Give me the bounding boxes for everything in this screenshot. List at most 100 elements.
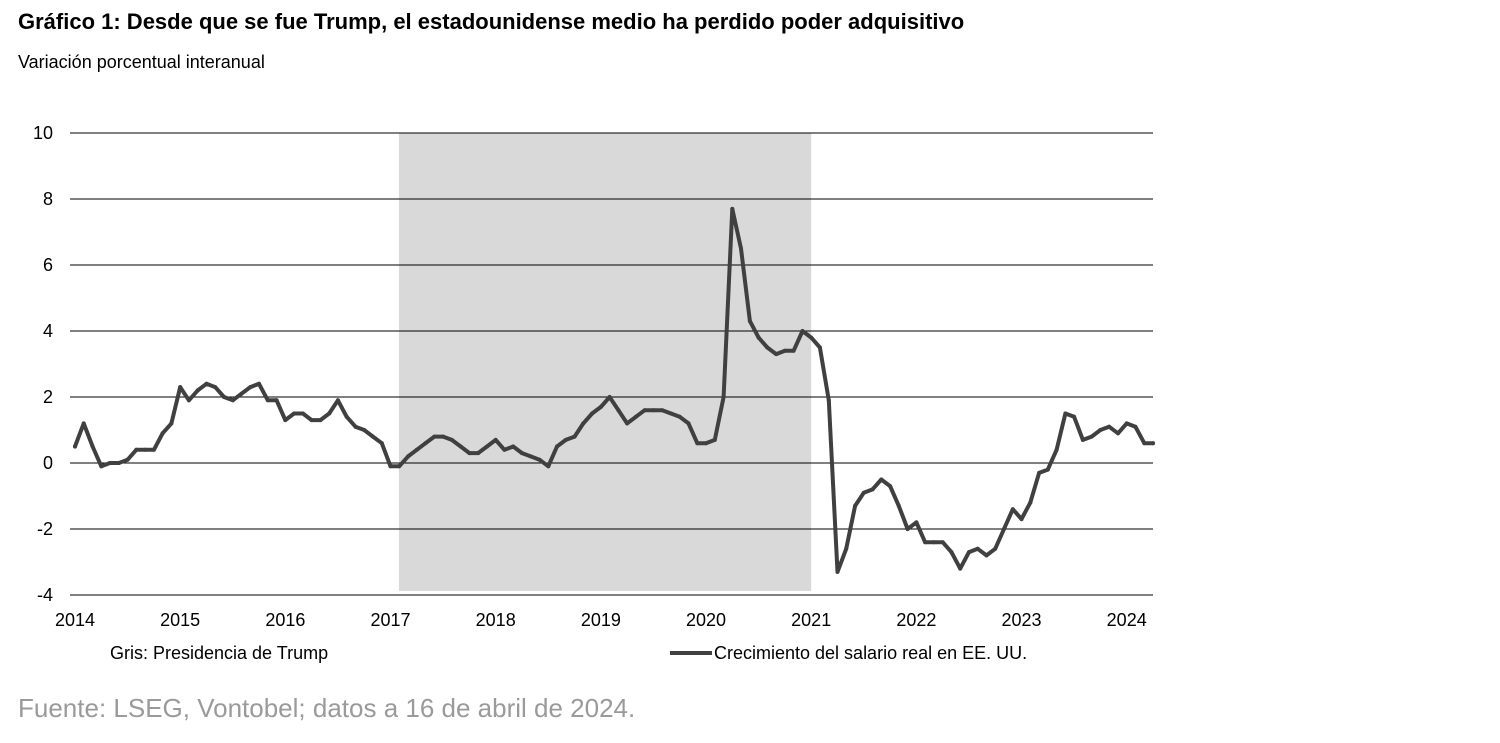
x-tick-label: 2023 xyxy=(1002,610,1042,630)
data-point xyxy=(344,414,349,419)
data-point xyxy=(888,484,893,489)
data-point xyxy=(809,335,814,340)
data-point xyxy=(388,464,393,469)
data-point xyxy=(318,418,323,423)
y-tick-label: 10 xyxy=(33,123,53,143)
data-point xyxy=(449,437,454,442)
data-point xyxy=(905,527,910,531)
data-point xyxy=(265,398,270,403)
data-point xyxy=(721,395,726,399)
data-point xyxy=(239,391,244,396)
data-point xyxy=(151,447,156,452)
y-tick-label: 8 xyxy=(43,189,53,209)
data-point xyxy=(791,348,796,353)
x-tick-label: 2020 xyxy=(686,610,726,630)
data-point xyxy=(1142,441,1147,446)
data-point xyxy=(169,421,174,426)
data-point xyxy=(1002,527,1006,531)
data-point xyxy=(958,566,963,571)
data-point xyxy=(1028,500,1033,505)
data-point xyxy=(1063,411,1068,416)
data-point xyxy=(213,385,218,390)
data-point xyxy=(81,421,86,426)
data-point xyxy=(765,345,770,350)
data-point xyxy=(669,411,673,416)
data-point xyxy=(923,540,928,545)
data-point xyxy=(914,520,919,525)
y-tick-label: -4 xyxy=(37,585,53,605)
data-point xyxy=(625,421,630,426)
data-point xyxy=(853,503,858,508)
data-point xyxy=(397,464,402,469)
data-point xyxy=(1054,447,1059,452)
data-point xyxy=(335,398,340,403)
data-point xyxy=(248,385,253,390)
data-point xyxy=(423,441,428,446)
data-point xyxy=(90,444,95,449)
data-point xyxy=(1116,431,1120,436)
data-point xyxy=(485,444,489,449)
data-point xyxy=(1072,414,1077,419)
data-point xyxy=(283,418,288,423)
data-point xyxy=(695,441,700,446)
y-tick-label: 4 xyxy=(43,321,53,341)
data-point xyxy=(774,352,779,357)
data-point xyxy=(1098,428,1103,432)
legend-shade-note: Gris: Presidencia de Trump xyxy=(110,643,328,663)
data-point xyxy=(195,388,200,393)
data-point xyxy=(309,418,314,423)
data-point xyxy=(274,398,279,403)
data-point xyxy=(186,398,191,403)
data-point xyxy=(1080,437,1085,442)
data-point xyxy=(257,381,261,386)
data-point xyxy=(1045,467,1050,472)
data-point xyxy=(800,329,805,333)
x-tick-label: 2019 xyxy=(581,610,621,630)
y-tick-label: 6 xyxy=(43,255,53,275)
data-point xyxy=(633,414,638,419)
data-point xyxy=(861,490,866,495)
data-point xyxy=(870,487,875,492)
data-point xyxy=(651,408,656,413)
chart-subtitle: Variación porcentual interanual xyxy=(18,52,265,72)
data-point xyxy=(432,434,437,439)
data-point xyxy=(835,569,840,574)
data-point xyxy=(993,546,998,551)
data-point xyxy=(756,335,761,340)
data-point xyxy=(458,444,463,449)
data-point xyxy=(739,246,743,251)
series-points xyxy=(73,206,1155,574)
data-point xyxy=(1019,517,1024,522)
data-point xyxy=(1133,424,1138,429)
data-point xyxy=(782,348,787,353)
data-point xyxy=(362,428,367,432)
data-point xyxy=(712,437,717,442)
data-point xyxy=(555,444,559,449)
data-point xyxy=(511,444,516,449)
data-point xyxy=(677,414,682,419)
data-point xyxy=(1010,507,1015,512)
data-point xyxy=(967,550,971,555)
source-note: Fuente: LSEG, Vontobel; datos a 16 de ab… xyxy=(18,693,636,723)
data-point xyxy=(572,434,577,439)
trump-presidency-shade xyxy=(398,133,812,591)
data-point xyxy=(143,447,148,452)
data-point xyxy=(125,457,130,462)
data-point xyxy=(975,546,980,551)
data-point xyxy=(528,454,533,459)
data-point xyxy=(537,457,542,462)
data-point xyxy=(467,451,472,456)
data-point xyxy=(353,424,358,429)
data-point xyxy=(1124,421,1129,426)
data-point xyxy=(414,447,419,452)
data-point xyxy=(204,381,209,386)
data-point xyxy=(730,206,735,211)
data-point xyxy=(441,434,446,439)
data-point xyxy=(896,503,901,508)
data-point xyxy=(616,408,621,413)
data-point xyxy=(160,431,165,436)
data-point xyxy=(1151,441,1155,446)
data-point xyxy=(1107,424,1112,429)
x-tick-label: 2024 xyxy=(1107,610,1147,630)
x-tick-label: 2017 xyxy=(370,610,410,630)
